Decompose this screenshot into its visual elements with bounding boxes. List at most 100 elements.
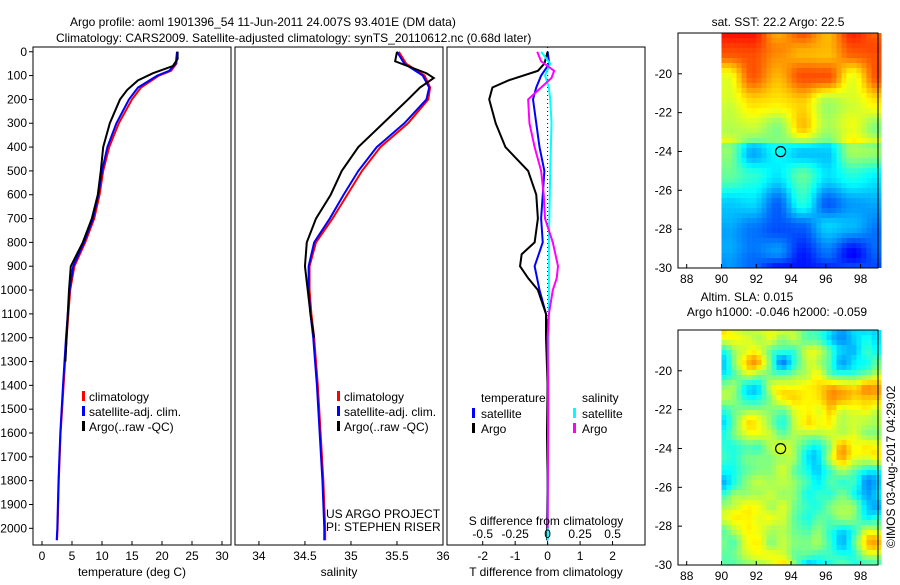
map-cell bbox=[731, 193, 737, 198]
map-cell bbox=[781, 53, 787, 58]
map-cell bbox=[826, 525, 832, 530]
x-tick-label: 30 bbox=[215, 549, 229, 563]
map-cell bbox=[826, 455, 832, 460]
map-cell bbox=[876, 88, 882, 93]
map-cell bbox=[871, 88, 877, 93]
map-cell bbox=[786, 188, 792, 193]
map-cell bbox=[741, 450, 747, 455]
map-cell bbox=[791, 128, 797, 133]
map-cell bbox=[751, 535, 757, 540]
map-cell bbox=[766, 450, 772, 455]
map-cell bbox=[876, 158, 882, 163]
map-cell bbox=[756, 218, 762, 223]
map-cell bbox=[871, 485, 877, 490]
map-cell bbox=[871, 340, 877, 345]
map-cell bbox=[776, 208, 782, 213]
map-cell bbox=[831, 495, 837, 500]
map-cell bbox=[871, 103, 877, 108]
map-cell bbox=[751, 545, 757, 550]
map-cell bbox=[761, 430, 767, 435]
map-cell bbox=[856, 415, 862, 420]
map-cell bbox=[771, 153, 777, 158]
map-cell bbox=[806, 98, 812, 103]
title-line-1: Argo profile: aoml 1901396_54 11-Jun-201… bbox=[70, 15, 456, 29]
map-cell bbox=[836, 73, 842, 78]
map-cell bbox=[871, 370, 877, 375]
map-cell bbox=[776, 143, 782, 148]
map-cell bbox=[776, 430, 782, 435]
map-cell bbox=[841, 248, 847, 253]
map-cell bbox=[836, 193, 842, 198]
map-cell bbox=[731, 340, 737, 345]
map-cell bbox=[781, 355, 787, 360]
map-cell bbox=[831, 183, 837, 188]
map-cell bbox=[801, 43, 807, 48]
map-cell bbox=[806, 238, 812, 243]
map-cell bbox=[846, 63, 852, 68]
map-cell bbox=[776, 113, 782, 118]
map-cell bbox=[776, 500, 782, 505]
map-cell bbox=[811, 410, 817, 415]
map-cell bbox=[791, 450, 797, 455]
map-cell bbox=[756, 148, 762, 153]
map-cell bbox=[746, 540, 752, 545]
map-cell bbox=[796, 218, 802, 223]
map-cell bbox=[746, 415, 752, 420]
map-cell bbox=[761, 480, 767, 485]
map-cell bbox=[746, 103, 752, 108]
map-cell bbox=[836, 330, 842, 335]
map-cell bbox=[821, 405, 827, 410]
map-cell bbox=[856, 58, 862, 63]
map-cell bbox=[726, 258, 732, 263]
map-cell bbox=[851, 555, 857, 560]
map-cell bbox=[766, 33, 772, 38]
map-cell bbox=[736, 238, 742, 243]
map-cell bbox=[851, 460, 857, 465]
map-cell bbox=[796, 173, 802, 178]
map-cell bbox=[771, 440, 777, 445]
map-cell bbox=[761, 555, 767, 560]
map-cell bbox=[826, 73, 832, 78]
map-cell bbox=[726, 228, 732, 233]
map-cell bbox=[736, 188, 742, 193]
map-cell bbox=[736, 500, 742, 505]
map-cell bbox=[841, 490, 847, 495]
map-cell bbox=[816, 380, 822, 385]
map-cell bbox=[776, 495, 782, 500]
map-cell bbox=[846, 340, 852, 345]
map-cell bbox=[831, 58, 837, 63]
map-cell bbox=[851, 440, 857, 445]
map-cell bbox=[781, 98, 787, 103]
map-cell bbox=[746, 183, 752, 188]
map-cell bbox=[861, 470, 867, 475]
map-cell bbox=[736, 198, 742, 203]
map-cell bbox=[811, 88, 817, 93]
map-cell bbox=[751, 143, 757, 148]
map-cell bbox=[811, 103, 817, 108]
map-cell bbox=[731, 233, 737, 238]
map-cell bbox=[846, 365, 852, 370]
map-cell bbox=[856, 545, 862, 550]
map-cell bbox=[806, 163, 812, 168]
map-cell bbox=[736, 68, 742, 73]
map-cell bbox=[741, 380, 747, 385]
map-cell bbox=[776, 540, 782, 545]
map-cell bbox=[806, 365, 812, 370]
map-cell bbox=[721, 345, 727, 350]
map-cell bbox=[756, 123, 762, 128]
map-cell bbox=[736, 193, 742, 198]
map-cell bbox=[736, 73, 742, 78]
map-cell bbox=[826, 400, 832, 405]
map-cell bbox=[786, 233, 792, 238]
map-cell bbox=[816, 113, 822, 118]
map-cell bbox=[736, 118, 742, 123]
map-cell bbox=[811, 78, 817, 83]
map-cell bbox=[816, 455, 822, 460]
map-cell bbox=[801, 53, 807, 58]
map-cell bbox=[841, 400, 847, 405]
map-cell bbox=[796, 445, 802, 450]
map-cell bbox=[771, 108, 777, 113]
map-cell bbox=[746, 53, 752, 58]
map-cell bbox=[761, 238, 767, 243]
map-cell bbox=[786, 223, 792, 228]
